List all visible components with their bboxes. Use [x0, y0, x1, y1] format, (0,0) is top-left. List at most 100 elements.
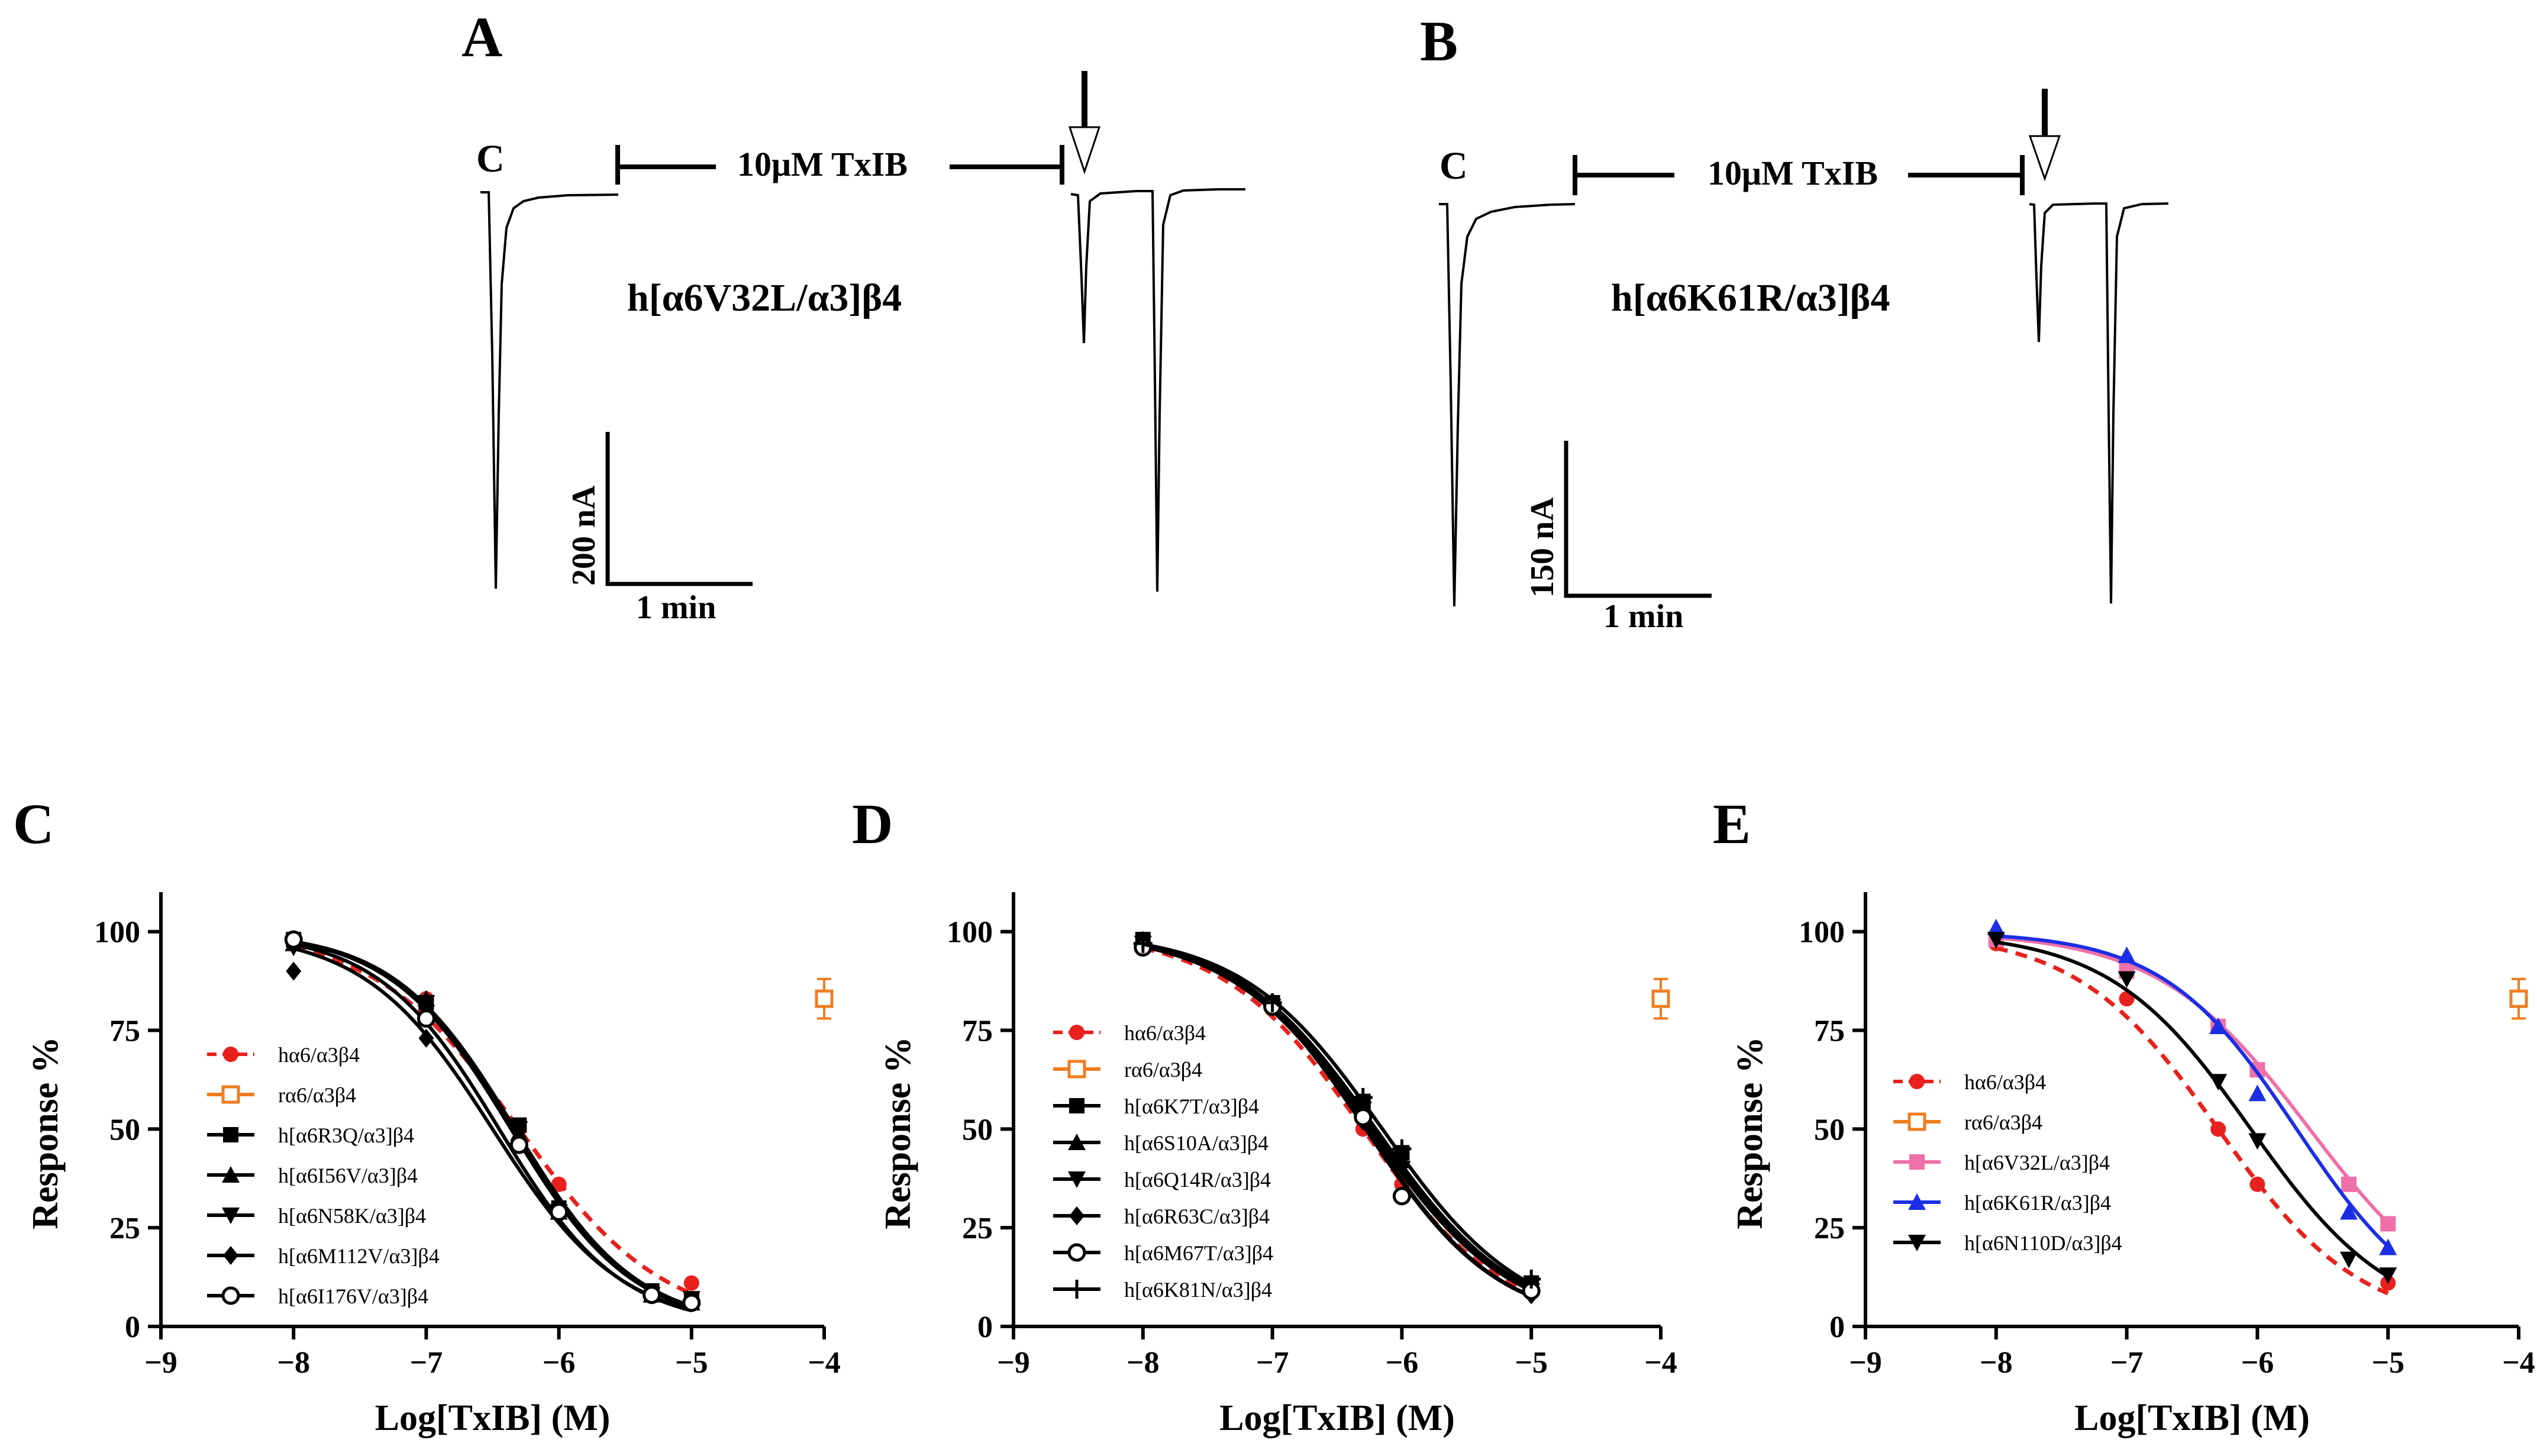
chart-e-xtick-label-5: −4 — [2502, 1346, 2535, 1380]
chart-d-legend-4-marker — [1068, 1171, 1086, 1188]
chart-e-series-4-point-3 — [2248, 1133, 2267, 1150]
chart-e-series-4-point-0 — [1987, 932, 2005, 949]
chart-d-series-1-point-0 — [1651, 989, 1670, 1008]
chart-c-legend-3-label: h[α6I56V/α3]β4 — [278, 1164, 418, 1187]
chart-c-series-6-point-1 — [417, 1009, 435, 1028]
chart-c-legend-0-marker — [223, 1047, 238, 1062]
chart-c-ytick-label-4: 100 — [94, 916, 140, 950]
chart-d-legend-1-marker — [1067, 1060, 1086, 1079]
panel-a-arrow-icon — [1068, 71, 1101, 175]
chart-c-y-axis-title: Response % — [25, 1037, 66, 1229]
chart-d-series-6-point-3 — [1392, 1187, 1411, 1206]
chart-c-legend-4-marker — [222, 1208, 240, 1224]
chart-d-series-7-point-3 — [1392, 1139, 1412, 1158]
panel-a-receptor-title: h[α6V32L/α3]β4 — [627, 276, 902, 319]
chart-e-xtick-label-1: −8 — [1980, 1346, 2013, 1380]
chart-c-series-1-point-0 — [815, 989, 834, 1008]
chart-c-legend-4-label: h[α6N58K/α3]β4 — [278, 1204, 426, 1228]
chart-d-xtick-label-1: −8 — [1127, 1346, 1160, 1380]
chart-e-series-4-point-5 — [2379, 1267, 2397, 1284]
chart-e-ytick-label-4: 100 — [1799, 916, 1845, 950]
chart-e-y-axis-title: Response % — [1730, 1037, 1770, 1229]
chart-e: −9 −8 −7 −6 −5 −4 0 25 50 75 100 Log[TxIB] (M) Respo… — [1730, 892, 2535, 1438]
chart-e-xtick-label-3: −6 — [2241, 1346, 2274, 1380]
chart-c-ytick-label-3: 75 — [109, 1015, 140, 1048]
panel-b-scale-current: 150 nA — [1524, 497, 1561, 598]
panel-b-receptor-title: h[α6K61R/α3]β4 — [1611, 276, 1890, 319]
chart-e-ytick-label-0: 0 — [1829, 1310, 1845, 1344]
chart-e-legend-1-label: rα6/α3β4 — [1964, 1110, 2042, 1134]
panel-a-control-trace — [480, 191, 619, 589]
chart-e-xtick-label-4: −5 — [2371, 1346, 2404, 1380]
chart-d-series-7-point-0 — [1133, 934, 1153, 953]
chart-d-legend-2-marker — [1069, 1098, 1084, 1113]
chart-e-legend-3-label: h[α6K61R/α3]β4 — [1964, 1191, 2111, 1215]
chart-c-xtick-label-0: −9 — [144, 1346, 177, 1380]
chart-e-series-0-point-3 — [2249, 1176, 2265, 1192]
chart-c-legend-2-label: h[α6R3Q/α3]β4 — [278, 1124, 414, 1147]
chart-d-ytick-label-2: 50 — [962, 1113, 993, 1147]
chart-d-legend-7-label: h[α6K81N/α3]β4 — [1124, 1278, 1272, 1302]
chart-d-legend-2-label: h[α6K7T/α3]β4 — [1124, 1095, 1259, 1118]
chart-d-legend-4-label: h[α6Q14R/α3]β4 — [1124, 1168, 1271, 1192]
panel-b-control-label: C — [1439, 144, 1468, 188]
chart-e-legend-0-label: hα6/α3β4 — [1964, 1070, 2046, 1094]
panel-d: D −9 −8 −7 −6 −5 −4 0 25 50 75 100 Log[TxIB] (M) Res… — [852, 792, 1677, 1438]
chart-c-legend-2-marker — [223, 1127, 238, 1142]
chart-e-xtick-label-2: −7 — [2110, 1346, 2144, 1380]
chart-c-series-6-point-2 — [509, 1135, 528, 1154]
chart-e-series-3-point-0 — [1987, 919, 2005, 936]
chart-d-legend-1-label: rα6/α3β4 — [1124, 1058, 1202, 1081]
chart-c-ytick-label-1: 25 — [109, 1212, 140, 1245]
chart-d-legend-7-marker — [1067, 1280, 1086, 1299]
chart-e-series-4-point-1 — [2118, 971, 2136, 988]
chart-d-legend-0-marker — [1069, 1025, 1084, 1040]
chart-c-legend-6-marker — [221, 1286, 240, 1305]
chart-c-series-6-point-3 — [550, 1202, 569, 1221]
panel-a-drug-label: 10μM TxIB — [737, 145, 908, 183]
chart-c-legend-5-label: h[α6M112V/α3]β4 — [278, 1244, 440, 1268]
chart-e-legend-2-marker — [1909, 1154, 1925, 1170]
panel-b-control-trace — [1439, 203, 1576, 607]
chart-e-legend-3-marker — [1908, 1193, 1926, 1210]
chart-d-legend-3-label: h[α6S10A/α3]β4 — [1124, 1131, 1268, 1155]
chart-e-legend-4-marker — [1908, 1235, 1926, 1251]
chart-e-series-2-point-4 — [2341, 1176, 2357, 1192]
panel-b-letter: B — [1420, 9, 1458, 73]
chart-c-xtick-label-3: −6 — [543, 1346, 576, 1380]
chart-c-xtick-label-5: −4 — [808, 1346, 841, 1380]
chart-c-xtick-label-1: −8 — [277, 1346, 310, 1380]
chart-e-series-3-point-5 — [2379, 1238, 2397, 1255]
chart-c-series-6-point-5 — [682, 1293, 701, 1312]
chart-d-ytick-label-3: 75 — [962, 1015, 993, 1048]
chart-e-series-3-curve — [1996, 934, 2390, 1248]
chart-c-legend-0-label: hα6/α3β4 — [278, 1043, 360, 1067]
panel-a-scale-current: 200 nA — [566, 485, 602, 586]
panel-a-scale-time: 1 min — [636, 589, 716, 626]
chart-c-series-0-point-5 — [683, 1275, 699, 1291]
chart-c-series-5-point-0 — [286, 961, 302, 981]
panel-b-scale-time: 1 min — [1603, 598, 1683, 635]
chart-d-y-axis-title: Response % — [878, 1037, 918, 1229]
chart-e-xtick-label-0: −9 — [1849, 1346, 1882, 1380]
chart-e-series-4-point-4 — [2339, 1251, 2358, 1268]
chart-e-x-axis-title: Log[TxIB] (M) — [2074, 1398, 2310, 1438]
chart-d-ytick-label-0: 0 — [977, 1310, 993, 1344]
chart-e-ytick-label-3: 75 — [1814, 1015, 1845, 1048]
panel-b-arrow-icon — [2028, 89, 2061, 182]
chart-c-series-4-curve — [293, 940, 692, 1309]
panel-c-letter: C — [13, 792, 54, 855]
chart-e-series-1-point-0 — [2509, 989, 2528, 1008]
chart-e-series-3-point-4 — [2339, 1203, 2358, 1220]
chart-c: −9 −8 −7 −6 −5 −4 0 25 50 75 100 Log[TxIB] (M) Respo… — [25, 892, 841, 1438]
chart-d-series-7-curve — [1142, 942, 1532, 1286]
chart-d-legend-6-marker — [1067, 1243, 1086, 1262]
chart-d-series-7-point-1 — [1263, 993, 1282, 1012]
panel-b-drug-label: 10μM TxIB — [1708, 154, 1878, 192]
panel-e: E −9 −8 −7 −6 −5 −4 0 25 50 75 100 Log[TxIB] (M) Res… — [1713, 792, 2535, 1438]
chart-d-series-0-curve — [1142, 946, 1532, 1296]
chart-e-legend-0-marker — [1909, 1074, 1925, 1089]
chart-c-legend-1-marker — [221, 1085, 240, 1104]
chart-e-series-3-point-3 — [2248, 1084, 2267, 1102]
chart-d-legend-6-label: h[α6M67T/α3]β4 — [1124, 1241, 1273, 1265]
